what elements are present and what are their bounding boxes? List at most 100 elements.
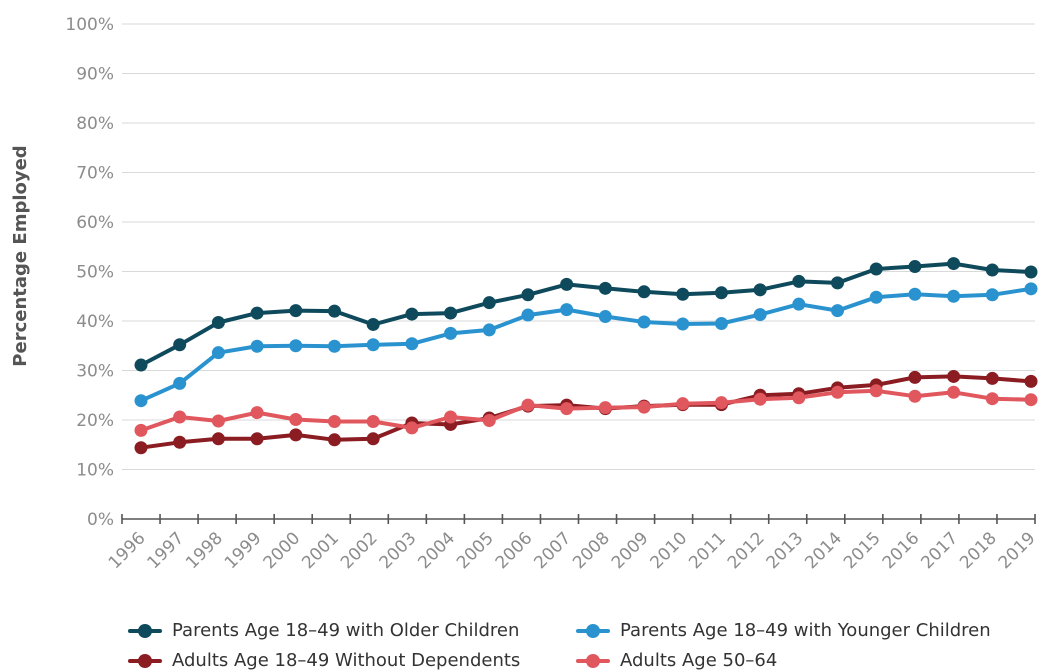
data-point xyxy=(327,414,341,428)
y-tick-label: 40% xyxy=(76,312,114,332)
line-chart: 0%10%20%30%40%50%60%70%80%90%100% 199619… xyxy=(10,15,1040,573)
x-tick-label: 1998 xyxy=(182,528,227,573)
x-tick-label: 1997 xyxy=(143,528,188,573)
data-point xyxy=(947,385,961,399)
data-point xyxy=(250,432,264,446)
data-point xyxy=(1024,393,1038,407)
data-point xyxy=(753,392,767,406)
x-tick-label: 1999 xyxy=(221,528,266,573)
data-point xyxy=(173,410,187,424)
data-point xyxy=(366,414,380,428)
data-point xyxy=(211,432,225,446)
data-point xyxy=(560,402,574,416)
data-point xyxy=(366,338,380,352)
legend-swatch-parents-younger xyxy=(576,623,610,638)
y-tick-label: 30% xyxy=(76,362,114,382)
legend-swatch-adults-50-64 xyxy=(576,653,610,668)
data-point xyxy=(250,339,264,353)
data-point xyxy=(985,263,999,277)
data-point xyxy=(831,304,845,318)
data-point xyxy=(637,285,651,299)
data-point xyxy=(869,290,883,304)
data-point xyxy=(173,435,187,449)
y-tick-label: 10% xyxy=(76,461,114,481)
data-point xyxy=(211,414,225,428)
data-point xyxy=(753,283,767,297)
data-point xyxy=(366,432,380,446)
data-point xyxy=(1024,282,1038,296)
data-point xyxy=(521,288,535,302)
data-point xyxy=(831,385,845,399)
data-point xyxy=(637,315,651,329)
legend-label: Parents Age 18–49 with Older Children xyxy=(172,620,520,641)
x-tick-label: 2016 xyxy=(879,528,924,573)
data-point xyxy=(521,398,535,412)
data-point xyxy=(250,306,264,320)
data-point xyxy=(327,304,341,318)
y-axis-label: Percentage Employed xyxy=(10,145,31,366)
x-tick-label: 2004 xyxy=(414,528,459,573)
data-point xyxy=(211,346,225,360)
data-point xyxy=(134,441,148,455)
data-point xyxy=(714,396,728,410)
x-tick-label: 2007 xyxy=(530,528,575,573)
x-tick-label: 2005 xyxy=(453,528,498,573)
data-point xyxy=(985,392,999,406)
data-point xyxy=(289,413,303,427)
data-point xyxy=(947,369,961,383)
legend-item-parents-older: Parents Age 18–49 with Older Children xyxy=(128,620,519,641)
data-point xyxy=(792,297,806,311)
x-tick-label: 2012 xyxy=(724,528,769,573)
series-1 xyxy=(134,282,1038,408)
x-tick-label: 2014 xyxy=(801,528,846,573)
data-point xyxy=(637,400,651,414)
series-line xyxy=(140,374,1032,450)
x-tick-label: 2000 xyxy=(260,528,305,573)
series-3 xyxy=(134,384,1038,437)
data-point xyxy=(444,410,458,424)
data-point xyxy=(134,358,148,372)
legend-label: Parents Age 18–49 with Younger Children xyxy=(620,620,991,641)
data-point xyxy=(560,303,574,317)
data-point xyxy=(676,287,690,301)
data-point xyxy=(173,338,187,352)
legend-item-parents-younger: Parents Age 18–49 with Younger Children xyxy=(576,620,991,641)
x-tick-label: 2006 xyxy=(492,528,537,573)
y-tick-label: 50% xyxy=(76,263,114,283)
y-tick-label: 60% xyxy=(76,213,114,233)
x-tick-label: 2019 xyxy=(995,528,1040,573)
data-point xyxy=(250,406,264,420)
x-tick-label: 2015 xyxy=(840,528,885,573)
series-lines xyxy=(134,257,1038,455)
x-tick-label: 2013 xyxy=(763,528,808,573)
x-tick-label: 2009 xyxy=(608,528,653,573)
data-point xyxy=(482,323,496,337)
data-point xyxy=(405,307,419,321)
data-point xyxy=(444,326,458,340)
data-point xyxy=(173,376,187,390)
data-point xyxy=(831,276,845,290)
data-point xyxy=(289,428,303,442)
data-point xyxy=(211,315,225,329)
data-point xyxy=(908,287,922,301)
legend-swatch-adults-no-dependents xyxy=(128,653,162,668)
x-tick-label: 1996 xyxy=(105,528,150,573)
x-tick-label: 2011 xyxy=(685,528,730,573)
data-point xyxy=(366,317,380,331)
data-point xyxy=(676,397,690,411)
data-point xyxy=(405,337,419,351)
data-point xyxy=(405,421,419,435)
x-tick-labels: 1996199719981999200020012002200320042005… xyxy=(105,528,1040,573)
data-point xyxy=(482,413,496,427)
data-point xyxy=(327,339,341,353)
legend-swatch-parents-older xyxy=(128,623,162,638)
data-point xyxy=(985,288,999,302)
data-point xyxy=(598,281,612,295)
y-tick-label: 70% xyxy=(76,164,114,184)
data-point xyxy=(985,371,999,385)
x-tick-label: 2003 xyxy=(376,528,421,573)
legend-label: Adults Age 18–49 Without Dependents xyxy=(172,650,521,671)
legend-label: Adults Age 50–64 xyxy=(620,650,778,671)
data-point xyxy=(1024,374,1038,388)
data-point xyxy=(792,391,806,405)
